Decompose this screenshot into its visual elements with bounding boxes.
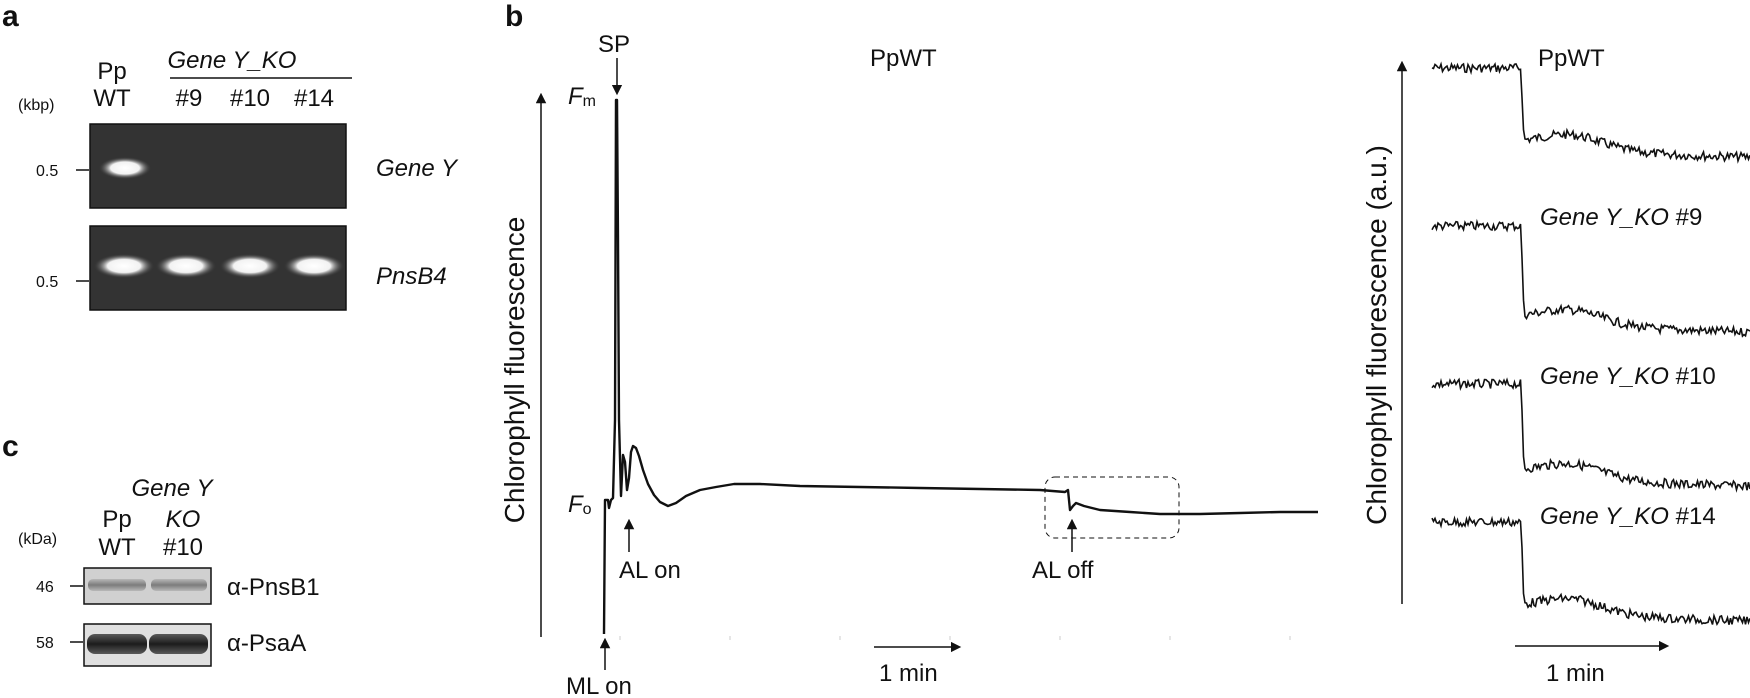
panel-a: a (kbp) Pp WT Gene Y_KO #9 #10 #14 0.5 G… bbox=[2, 0, 459, 311]
panel-c: c Gene Y Pp KO (kDa) WT #10 46 α-PnsB1 5… bbox=[2, 430, 320, 667]
trace-label-ppwt: PpWT bbox=[1538, 45, 1605, 72]
panel-c-lane1-top: Pp bbox=[102, 506, 131, 533]
row-label-psaa: α-PsaA bbox=[227, 630, 306, 657]
zoom-traces bbox=[1431, 61, 1750, 626]
trace-label-ko9: Gene Y_KO #9 bbox=[1540, 204, 1702, 231]
panel-c-lane2-top: KO bbox=[166, 506, 201, 533]
trace-label-ko9-num: #9 bbox=[1669, 204, 1702, 231]
lane-label-14: #14 bbox=[294, 85, 334, 112]
band-psaa-ko bbox=[149, 634, 208, 654]
main-trace bbox=[602, 98, 1318, 635]
trace-label-ko14-gene: Gene Y_KO bbox=[1540, 503, 1669, 530]
al-off-label: AL off bbox=[1032, 557, 1094, 584]
panel-c-lane2-bottom: #10 bbox=[163, 534, 203, 561]
panel-c-unit: (kDa) bbox=[18, 531, 57, 548]
lane-label-pp: Pp bbox=[97, 58, 126, 85]
band-gene-y-wt bbox=[99, 157, 151, 179]
zoom-box bbox=[1044, 476, 1180, 539]
fm-label: Fm bbox=[568, 83, 596, 110]
panel-c-letter: c bbox=[2, 430, 19, 463]
band-pnsb1-ko bbox=[151, 579, 207, 591]
fm-sub: m bbox=[583, 93, 596, 110]
band-pnsb4-10 bbox=[220, 254, 280, 278]
zoom-trace-2 bbox=[1431, 377, 1750, 493]
lane-label-9: #9 bbox=[176, 85, 203, 112]
y-axis-label-right: Chlorophyll fluorescence (a.u.) bbox=[1361, 145, 1392, 525]
trace-label-ko9-gene: Gene Y_KO bbox=[1540, 204, 1669, 231]
scale-label-right: 1 min bbox=[1546, 660, 1605, 687]
sp-label: SP bbox=[598, 31, 630, 58]
ml-on-label: ML on bbox=[566, 673, 632, 698]
marker-0.5-top: 0.5 bbox=[36, 163, 58, 180]
panel-b-right: Chlorophyll fluorescence (a.u.) PpWT Gen… bbox=[1361, 45, 1750, 687]
row-label-gene-y: Gene Y bbox=[376, 155, 459, 182]
panel-c-group: Gene Y bbox=[132, 475, 215, 502]
band-psaa-wt bbox=[87, 634, 147, 654]
panel-b-letter: b bbox=[505, 0, 523, 33]
panel-b-title: PpWT bbox=[870, 45, 937, 72]
lane-label-10: #10 bbox=[230, 85, 270, 112]
trace-label-ko14: Gene Y_KO #14 bbox=[1540, 503, 1716, 530]
baseline-ticks bbox=[619, 636, 1291, 640]
row-label-pnsb1: α-PnsB1 bbox=[227, 574, 320, 601]
panel-c-lane1-bottom: WT bbox=[98, 534, 136, 561]
band-pnsb4-14 bbox=[284, 254, 344, 278]
band-pnsb4-9 bbox=[156, 254, 216, 278]
y-axis-label-main: Chlorophyll fluorescence bbox=[499, 217, 530, 524]
zoom-trace-1 bbox=[1431, 218, 1750, 338]
band-pnsb1-wt bbox=[88, 579, 146, 591]
scale-label-main: 1 min bbox=[879, 660, 938, 687]
zoom-trace-3 bbox=[1431, 515, 1750, 626]
fm-main: F bbox=[568, 83, 584, 110]
fo-sub: o bbox=[583, 501, 592, 518]
trace-label-ko14-num: #14 bbox=[1669, 503, 1716, 530]
row-label-pnsb4: PnsB4 bbox=[376, 263, 447, 290]
marker-46: 46 bbox=[36, 579, 54, 596]
panel-a-letter: a bbox=[2, 0, 19, 33]
fo-main: F bbox=[568, 491, 584, 518]
trace-label-ko10-gene: Gene Y_KO bbox=[1540, 363, 1669, 390]
marker-0.5-bottom: 0.5 bbox=[36, 274, 58, 291]
panel-b: b PpWT Chlorophyll fluorescence SP Fm Fo bbox=[499, 0, 1318, 698]
marker-58: 58 bbox=[36, 635, 54, 652]
al-on-label: AL on bbox=[619, 557, 681, 584]
trace-label-ko10-num: #10 bbox=[1669, 363, 1716, 390]
trace-label-ko10: Gene Y_KO #10 bbox=[1540, 363, 1716, 390]
lane-label-wt: WT bbox=[93, 85, 131, 112]
panel-a-unit: (kbp) bbox=[18, 97, 54, 114]
group-label-geneY-ko: Gene Y_KO bbox=[168, 47, 297, 74]
fo-label: Fo bbox=[568, 491, 592, 518]
band-pnsb4-wt bbox=[94, 254, 154, 278]
zoom-trace-0 bbox=[1431, 61, 1750, 164]
